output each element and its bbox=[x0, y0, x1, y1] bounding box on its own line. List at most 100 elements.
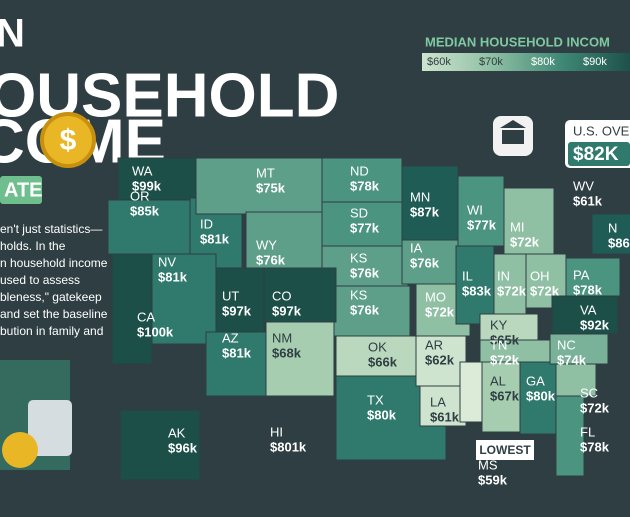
state-income: $76k bbox=[350, 302, 380, 317]
state-abbr: WA bbox=[132, 163, 153, 178]
state-region bbox=[111, 253, 153, 365]
state-abbr: OH bbox=[530, 268, 550, 283]
state-income: $78k bbox=[580, 439, 610, 454]
legend-title: MEDIAN HOUSEHOLD INCOM bbox=[425, 34, 610, 49]
state-abbr: OK bbox=[368, 339, 387, 354]
state-income: $67k bbox=[490, 388, 520, 403]
state-region bbox=[117, 157, 197, 203]
state-abbr: SD bbox=[350, 205, 368, 220]
state-region bbox=[119, 409, 201, 481]
state-abbr: CO bbox=[272, 288, 292, 303]
bank-symbol bbox=[500, 120, 526, 144]
state-region bbox=[551, 295, 619, 335]
legend-label: $80k bbox=[531, 56, 555, 68]
state-income: $96k bbox=[168, 440, 198, 455]
state-abbr: KY bbox=[490, 317, 508, 332]
legend-label: $70k bbox=[479, 56, 503, 68]
state-abbr: IN bbox=[497, 268, 510, 283]
state-income: $77k bbox=[350, 220, 380, 235]
state-income: $801k bbox=[270, 439, 307, 454]
state-income: $77k bbox=[467, 217, 497, 232]
state-abbr: GA bbox=[526, 373, 545, 388]
state-income: $74k bbox=[557, 352, 587, 367]
state-income: $81k bbox=[222, 345, 252, 360]
state-abbr: NM bbox=[272, 330, 292, 345]
state-abbr: IA bbox=[410, 240, 423, 255]
legend-labels: $60k $70k $80k $90k bbox=[427, 56, 607, 68]
state-income: $80k bbox=[367, 407, 397, 422]
state-region bbox=[455, 245, 495, 325]
state-abbr: LA bbox=[430, 394, 446, 409]
state-region bbox=[335, 335, 421, 377]
state-abbr: ID bbox=[200, 216, 213, 231]
state-income: $72k bbox=[425, 304, 455, 319]
state-region bbox=[549, 333, 609, 365]
intro-line: en't just statistics— bbox=[0, 222, 102, 236]
state-abbr: CA bbox=[137, 309, 155, 324]
state-income: $75k bbox=[256, 180, 286, 195]
state-abbr: TX bbox=[367, 392, 384, 407]
state-abbr: ND bbox=[350, 163, 369, 178]
intro-line: holds. In the bbox=[0, 239, 66, 253]
coin bbox=[40, 112, 96, 168]
state-abbr: MS bbox=[478, 457, 498, 472]
state-region bbox=[555, 395, 585, 477]
state-income: $59k bbox=[478, 472, 508, 487]
state-labels: WA$99kOR$85kID$81kMT$75kWY$76kND$78kSD$7… bbox=[130, 163, 630, 487]
state-income: $76k bbox=[350, 265, 380, 280]
state-abbr: MI bbox=[510, 219, 524, 234]
state-income: $76k bbox=[256, 252, 286, 267]
state-abbr: OR bbox=[130, 188, 150, 203]
state-region bbox=[565, 257, 621, 297]
state-income: $99k bbox=[132, 178, 162, 193]
intro-text: en't just statistics— holds. In the n hous… bbox=[0, 222, 108, 338]
legend-label: $90k bbox=[583, 56, 607, 68]
state-region bbox=[415, 335, 467, 387]
us-value-bg bbox=[568, 142, 630, 166]
state-income: $78k bbox=[573, 282, 603, 297]
state-abbr: AK bbox=[168, 425, 186, 440]
state-income: $97k bbox=[222, 303, 252, 318]
state-abbr: MT bbox=[256, 165, 275, 180]
state-income: $61k bbox=[573, 193, 603, 208]
state-region bbox=[519, 361, 557, 435]
state-abbr: AL bbox=[490, 373, 506, 388]
intro-line: used to assess bbox=[0, 273, 80, 287]
state-income: $85k bbox=[130, 203, 160, 218]
state-income: $72k bbox=[510, 234, 540, 249]
badge-text: ATE bbox=[4, 179, 43, 201]
state-region bbox=[401, 165, 459, 241]
state-income: $68k bbox=[272, 345, 302, 360]
legend-bar bbox=[422, 53, 630, 71]
state-region bbox=[263, 267, 337, 323]
state-abbr: HI bbox=[270, 424, 283, 439]
state-income: $86 bbox=[608, 235, 630, 250]
state-income: $87k bbox=[410, 204, 440, 219]
state-income: $72k bbox=[490, 352, 520, 367]
state-income: $81k bbox=[158, 269, 188, 284]
state-abbr: FL bbox=[580, 424, 595, 439]
state-income: $92k bbox=[580, 317, 610, 332]
state-abbr: IL bbox=[462, 268, 473, 283]
state-abbr: WV bbox=[573, 178, 594, 193]
state-income: $100k bbox=[137, 324, 174, 339]
lowest-text: LOWEST bbox=[479, 443, 531, 457]
state-abbr: KS bbox=[350, 287, 368, 302]
us-value: $82K bbox=[573, 144, 619, 165]
state-income: $72k bbox=[530, 283, 560, 298]
state-abbr: SC bbox=[580, 385, 598, 400]
state-abbr: N bbox=[608, 220, 617, 235]
state-income: $78k bbox=[350, 178, 380, 193]
state-region bbox=[419, 385, 467, 427]
state-abbr: TN bbox=[490, 337, 507, 352]
state-income: $72k bbox=[580, 400, 610, 415]
intro-line: n household income bbox=[0, 256, 108, 270]
state-abbr: NC bbox=[557, 337, 576, 352]
state-income: $80k bbox=[526, 388, 556, 403]
state-abbr: NV bbox=[158, 254, 176, 269]
badge bbox=[0, 176, 42, 204]
states bbox=[107, 157, 630, 481]
state-abbr: AR bbox=[425, 337, 443, 352]
